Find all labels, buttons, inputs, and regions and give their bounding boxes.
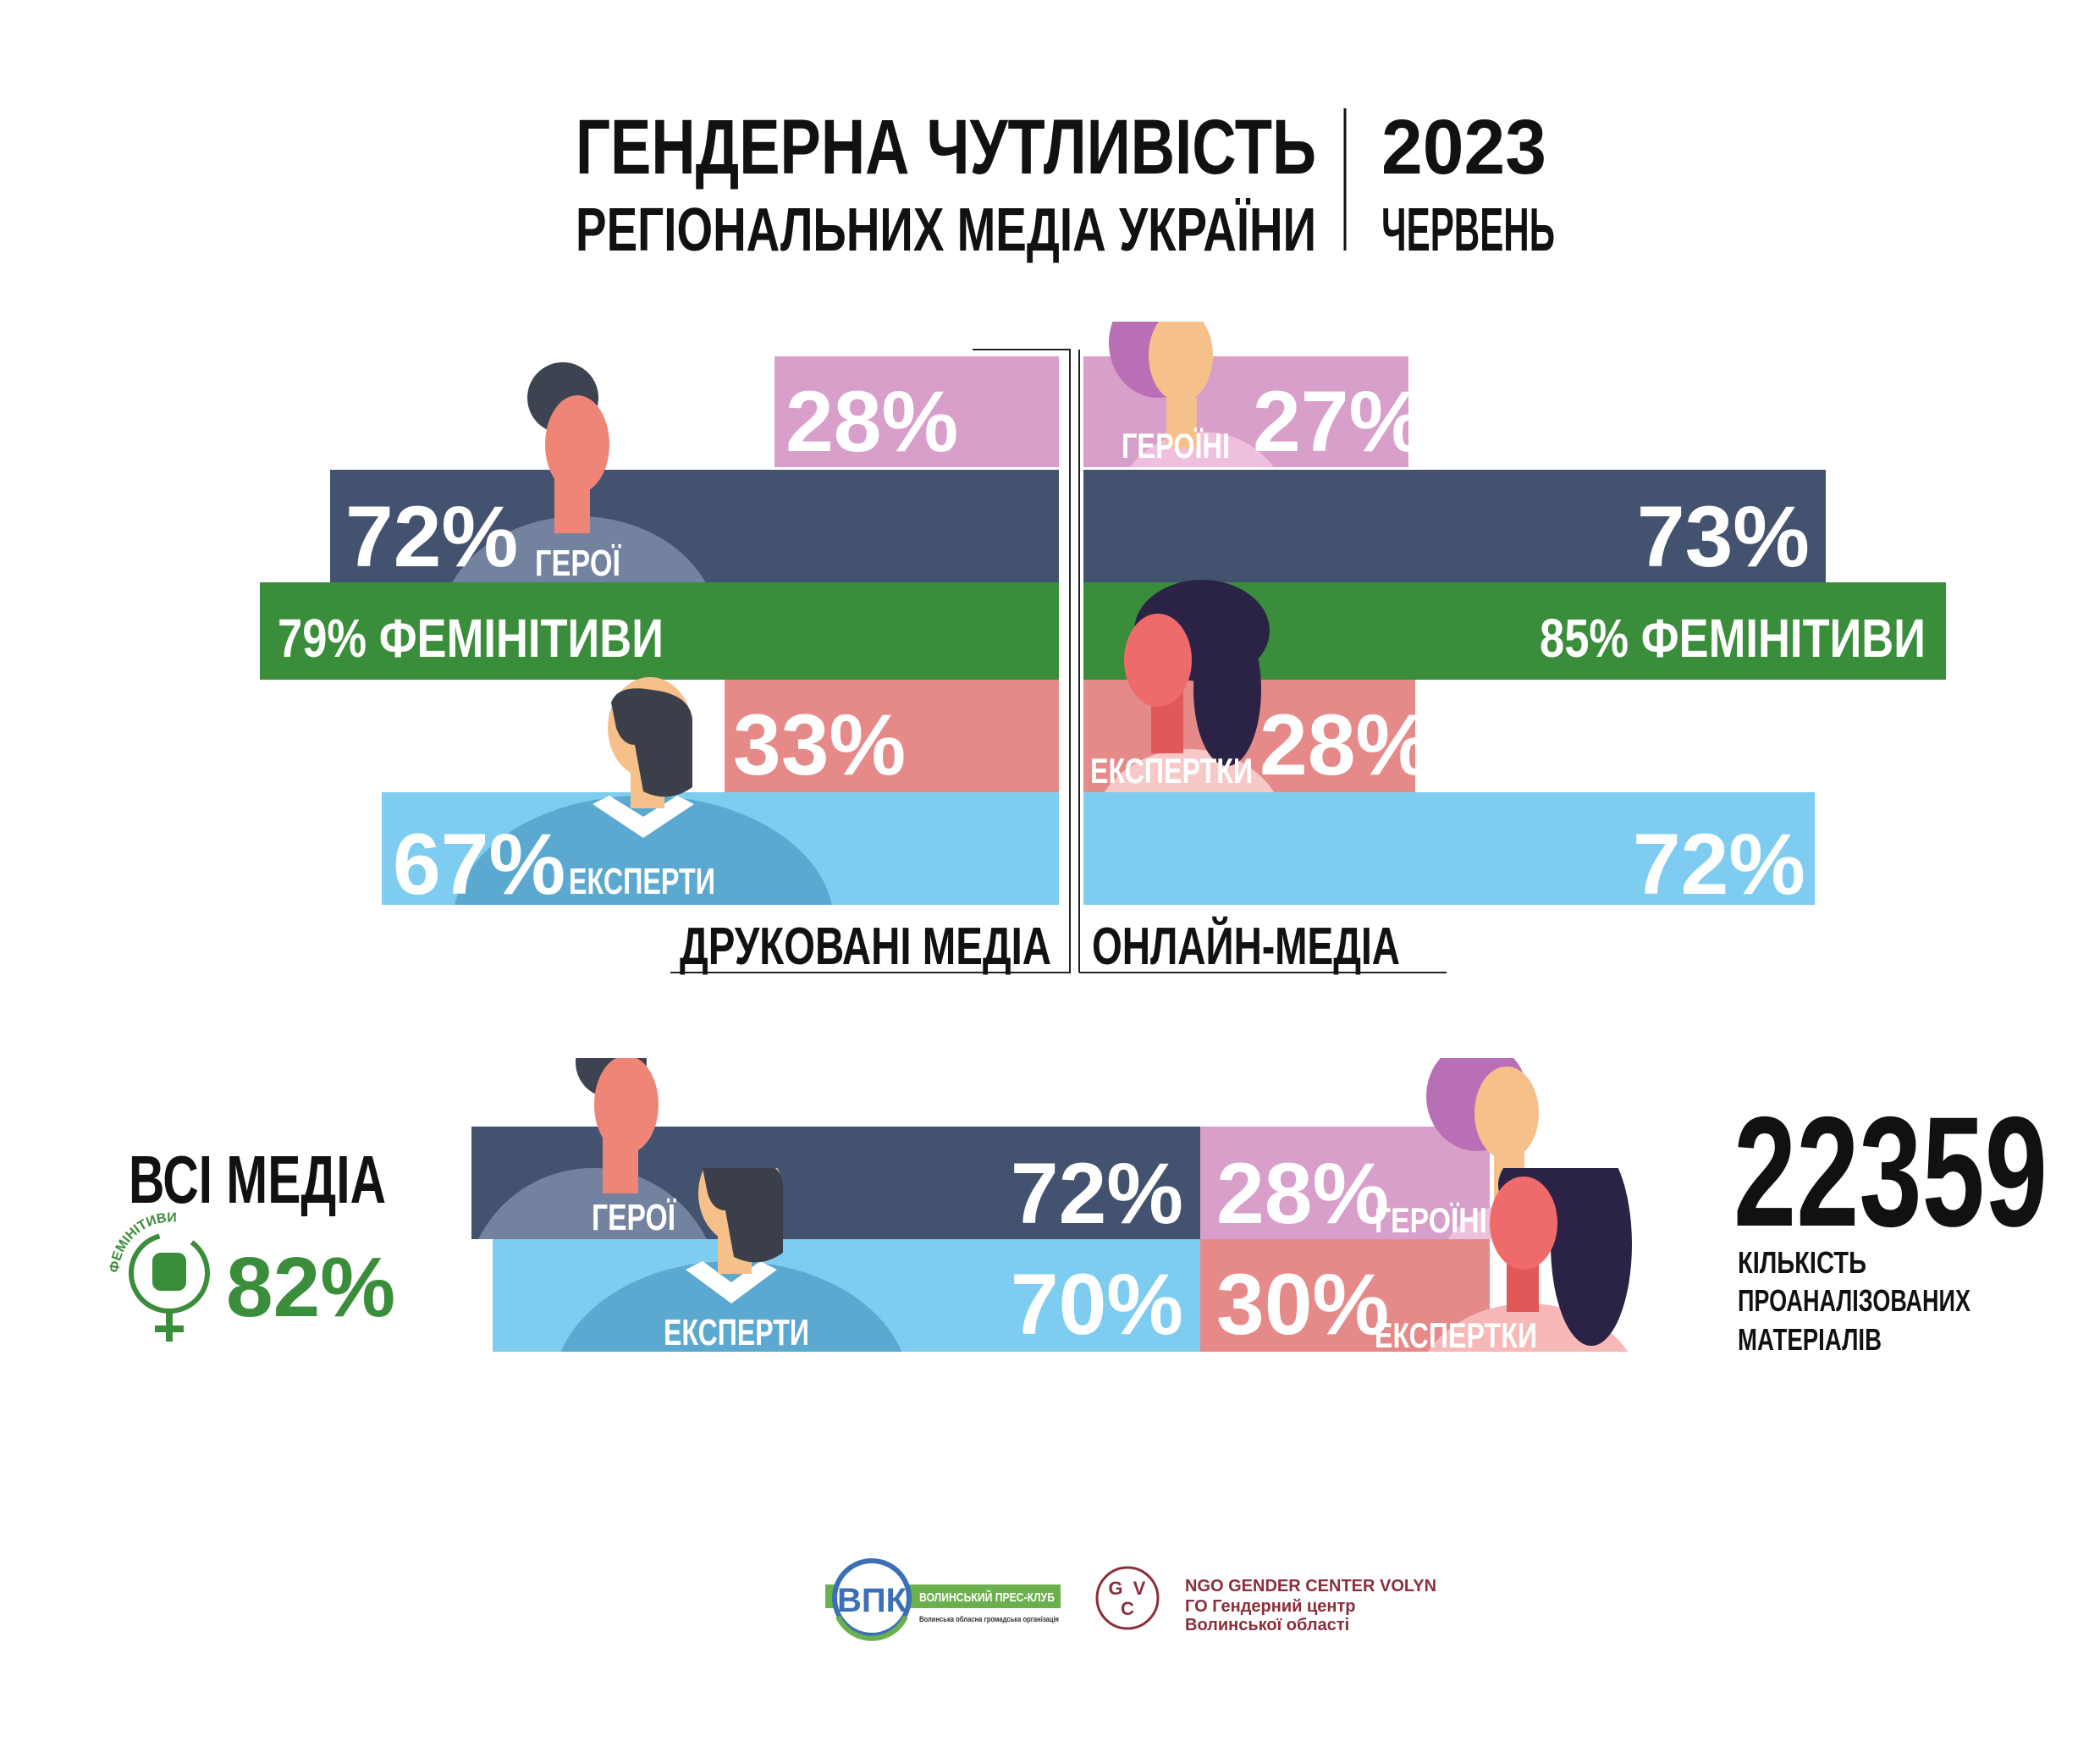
gvc-letter: C: [1121, 1598, 1134, 1619]
bar-print-heroines: [774, 356, 1059, 467]
print-feminitives: 79% ФЕМІНІТИВИ: [278, 608, 664, 669]
all-heroines-label: ГЕРОЇНІ: [1375, 1200, 1487, 1240]
gvc-line: Волинської області: [1185, 1616, 1349, 1634]
frame-lines: [670, 349, 1447, 973]
online-experts-value: 72%: [1633, 816, 1805, 912]
title-line-1: ГЕНДЕРНА ЧУТЛИВІСТЬ: [576, 104, 1316, 190]
vpk-logo: [825, 1558, 1061, 1641]
online-heroines-label: ГЕРОЇНІ: [1122, 426, 1230, 466]
total-caption: МАТЕРІАЛІВ: [1738, 1322, 1882, 1357]
total-caption: ПРОАНАЛІЗОВАНИХ: [1738, 1283, 1970, 1318]
gvc-logo-circle: [1095, 1566, 1160, 1630]
bar-all-expert-women: [1200, 1239, 1490, 1352]
gvc-letter: V: [1133, 1578, 1146, 1599]
illustration-online-expert-woman-head: [1124, 580, 1270, 766]
print-experts-value: 67%: [393, 816, 565, 912]
bar-online-heroes: [1083, 470, 1826, 582]
online-heroes-value: 73%: [1637, 488, 1810, 585]
illustration-all-bottom: [560, 1168, 1632, 1352]
illustration-print-expert-head: [608, 677, 692, 808]
print-heroes-label: ГЕРОЇ: [535, 543, 621, 584]
all-expert-women-value: 30%: [1216, 1256, 1389, 1353]
title-line-2: РЕГІОНАЛЬНИХ МЕДІА УКРАЇНИ: [576, 196, 1316, 264]
bar-print-expert-women: [725, 680, 1059, 792]
all-heroes-label: ГЕРОЇ: [592, 1197, 676, 1238]
online-expert-women-label: ЕКСПЕРТКИ: [1090, 751, 1253, 791]
online-expert-women-value: 28%: [1259, 697, 1432, 793]
print-experts-label: ЕКСПЕРТИ: [569, 861, 715, 902]
illustration-print-expert: [455, 796, 832, 905]
print-media-label: ДРУКОВАНІ МЕДІА: [680, 918, 1051, 976]
all-heroes-value: 72%: [1011, 1145, 1183, 1242]
all-experts-value: 70%: [1011, 1256, 1183, 1353]
print-expert-women-value: 33%: [733, 697, 906, 793]
bar-online-experts: [1083, 792, 1815, 905]
online-media-label: ОНЛАЙН-МЕДІА: [1092, 917, 1400, 976]
all-media-label: ВСІ МЕДІА: [129, 1142, 386, 1217]
bar-print-heroes: [330, 470, 1059, 582]
gvc-name: NGO GENDER CENTER VOLYN: [1185, 1577, 1436, 1595]
year: 2023: [1381, 104, 1546, 190]
gvc-line: ГО Гендерний центр: [1185, 1597, 1355, 1616]
bar-print-feminitives: [260, 582, 1059, 680]
gvc-letter: G: [1108, 1578, 1122, 1599]
month: ЧЕРВЕНЬ: [1381, 196, 1555, 264]
total-caption: КІЛЬКІСТЬ: [1738, 1245, 1866, 1280]
illustration-online-heroine: [1109, 322, 1274, 467]
online-feminitives: 85% ФЕМІНІТИВИ: [1540, 608, 1926, 669]
print-heroes-value: 72%: [345, 488, 518, 585]
illustration-print-hero: [452, 516, 706, 582]
print-heroines-value: 28%: [785, 373, 958, 470]
vpk-name: ВОЛИНСЬКИЙ ПРЕС-КЛУБ: [919, 1590, 1055, 1605]
all-expert-women-label: ЕКСПЕРТКИ: [1375, 1315, 1537, 1355]
all-experts-label: ЕКСПЕРТИ: [664, 1312, 809, 1353]
all-feminitives-value: 82%: [226, 1240, 395, 1335]
illustration-all-top: [478, 1058, 1600, 1239]
illustration-print-hero-head: [527, 362, 609, 533]
vpk-subtitle: Волинська обласна громадська організація: [919, 1615, 1059, 1623]
online-heroines-value: 27%: [1253, 373, 1425, 470]
total-value: 22359: [1733, 1085, 2048, 1259]
bar-all-heroines: [1200, 1127, 1490, 1239]
all-heroines-value: 28%: [1216, 1145, 1389, 1242]
vpk-logo-text: ВПК: [837, 1582, 907, 1619]
feminitives-badge: [129, 1232, 210, 1342]
